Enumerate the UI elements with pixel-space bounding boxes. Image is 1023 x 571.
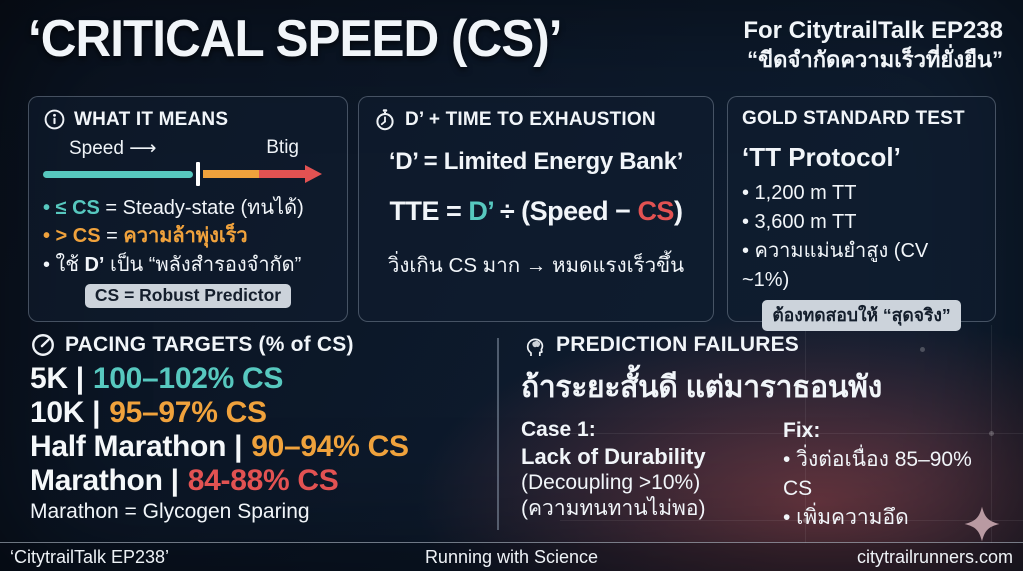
footer-episode: ‘CitytrailTalk EP238’ bbox=[10, 546, 170, 567]
pacing-targets-section: PACING TARGETS (% of CS) 5K | 100–102% CS… bbox=[30, 332, 492, 524]
grid-line bbox=[560, 433, 1023, 434]
tt-protocol-bullets: • 1,200 m TT • 3,600 m TT • ความแม่นยำสู… bbox=[742, 179, 981, 295]
gold-standard-card: GOLD STANDARD TEST ‘TT Protocol’ • 1,200… bbox=[727, 96, 996, 331]
speed-axis-diagram: Speed ⟶ Btig bbox=[43, 137, 333, 186]
grid-line bbox=[805, 325, 806, 543]
tt-protocol-line: ‘TT Protocol’ bbox=[742, 142, 901, 172]
pacing-row-5k: 5K | 100–102% CS bbox=[30, 362, 284, 395]
prediction-columns: Case 1: Lack of Durability (Decoupling >… bbox=[521, 417, 1001, 533]
below-cs-segment bbox=[43, 170, 193, 178]
prediction-headline: ถ้าระยะสั้นดี แต่มาราธอนพัง bbox=[521, 371, 882, 404]
grid-dot bbox=[920, 347, 925, 352]
thai-subtitle: “ขีดจำกัดความเร็วที่ยั่งยืน” bbox=[747, 47, 1003, 72]
grid-dot bbox=[803, 518, 808, 523]
d-prime-heading: D’ + TIME TO EXHAUSTION bbox=[373, 108, 699, 132]
pacing-title: PACING TARGETS (% of CS) bbox=[65, 333, 354, 356]
case-line-decoupling: (Decoupling >10%) bbox=[521, 471, 701, 495]
footer-website: citytrailrunners.com bbox=[856, 546, 1013, 567]
pacing-row-half: Half Marathon | 90–94% CS bbox=[30, 429, 409, 463]
case-title: Case 1: bbox=[521, 418, 596, 441]
what-it-means-card: WHAT IT MEANS Speed ⟶ Btig • ≤ CS = Stea… bbox=[28, 96, 348, 322]
speed-bar bbox=[43, 162, 333, 186]
case-line-durability: Lack of Durability bbox=[521, 444, 706, 470]
footer-bar: Running with Science ‘CitytrailTalk EP23… bbox=[0, 542, 1023, 571]
axis-label-speed: Speed ⟶ bbox=[69, 138, 157, 159]
fix-title: Fix: bbox=[783, 419, 821, 442]
bullet-1200m: • 1,200 m TT bbox=[742, 182, 857, 204]
bullet-d-prime: • ใช้ D’ เป็น “พลังสำรองจำกัด” bbox=[43, 253, 302, 276]
pacing-heading: PACING TARGETS (% of CS) bbox=[30, 332, 492, 358]
info-icon bbox=[43, 108, 66, 131]
fatigue-segment bbox=[259, 170, 305, 178]
bullet-steady-state: • ≤ CS = Steady-state (ทนได้) bbox=[43, 197, 304, 219]
what-it-means-title: WHAT IT MEANS bbox=[74, 108, 229, 130]
page-title: ‘CRITICAL SPEED (CS)’ bbox=[28, 10, 563, 68]
badge-wrap: CS = Robust Predictor bbox=[43, 284, 333, 309]
axis-label-right: Btig bbox=[266, 137, 299, 158]
prediction-heading: PREDICTION FAILURES bbox=[521, 332, 1001, 358]
gauge-icon bbox=[30, 332, 56, 358]
badge-wrap: ต้องทดสอบให้ “สุดจริง” bbox=[742, 300, 981, 331]
bullet-accuracy: • ความแม่นยำสูง (CV ~1%) bbox=[742, 240, 929, 291]
footer-center: Running with Science bbox=[424, 546, 599, 567]
exhaustion-note: วิ่งเกิน CS มาก → หมดแรงเร็วขึ้น bbox=[387, 254, 685, 277]
fix-item-endurance: • เพิ่มความอึด bbox=[783, 505, 909, 529]
brain-icon bbox=[521, 332, 547, 358]
grid-dot bbox=[803, 431, 808, 436]
header-right: For CitytrailTalk EP238 “ขีดจำกัดความเร็… bbox=[743, 16, 1003, 74]
what-it-means-bullets: • ≤ CS = Steady-state (ทนได้) • > CS = ค… bbox=[43, 194, 333, 279]
tte-formula: TTE = D’ ÷ (Speed − CS) bbox=[389, 196, 683, 226]
prediction-failures-section: PREDICTION FAILURES ถ้าระยะสั้นดี แต่มาร… bbox=[521, 332, 1001, 533]
d-prime-title: D’ + TIME TO EXHAUSTION bbox=[405, 109, 656, 130]
case-column: Case 1: Lack of Durability (Decoupling >… bbox=[521, 417, 747, 533]
pacing-row-10k: 10K | 95–97% CS bbox=[30, 395, 267, 429]
gold-standard-heading: GOLD STANDARD TEST bbox=[742, 108, 965, 129]
d-prime-card: D’ + TIME TO EXHAUSTION ‘D’ = Limited En… bbox=[358, 96, 714, 322]
robust-predictor-badge: CS = Robust Predictor bbox=[84, 284, 292, 309]
grid-line bbox=[560, 520, 1023, 521]
fix-column: Fix: • วิ่งต่อเนื่อง 85–90% CS • เพิ่มคว… bbox=[783, 417, 1001, 533]
sparkle-icon bbox=[963, 505, 1001, 548]
what-it-means-heading: WHAT IT MEANS bbox=[43, 108, 333, 131]
fix-item-continuous-run: • วิ่งต่อเนื่อง 85–90% CS bbox=[783, 447, 972, 500]
test-hard-badge: ต้องทดสอบให้ “สุดจริง” bbox=[762, 300, 961, 331]
pacing-row-marathon: Marathon | 84-88% CS bbox=[30, 463, 339, 497]
arrowhead-icon bbox=[305, 165, 322, 183]
case-line-thai: (ความทนทานไม่พอ) bbox=[521, 497, 706, 521]
energy-bank-line: ‘D’ = Limited Energy Bank’ bbox=[388, 148, 684, 175]
above-cs-segment bbox=[203, 170, 259, 178]
bullet-fatigue: • > CS = ความล้าพุ่งเร็ว bbox=[43, 225, 248, 248]
grid-dot bbox=[989, 431, 994, 436]
glycogen-note: Marathon = Glycogen Sparing bbox=[30, 499, 310, 523]
stopwatch-icon bbox=[373, 108, 397, 132]
grid-line bbox=[991, 325, 992, 543]
episode-label: For CitytrailTalk EP238 bbox=[743, 17, 1003, 44]
prediction-title: PREDICTION FAILURES bbox=[556, 333, 799, 356]
pacing-rows: 5K | 100–102% CS 10K | 95–97% CS Half Mara… bbox=[30, 362, 492, 498]
cs-threshold-tick bbox=[196, 162, 200, 186]
section-divider bbox=[497, 338, 499, 530]
bullet-3600m: • 3,600 m TT bbox=[742, 211, 857, 233]
